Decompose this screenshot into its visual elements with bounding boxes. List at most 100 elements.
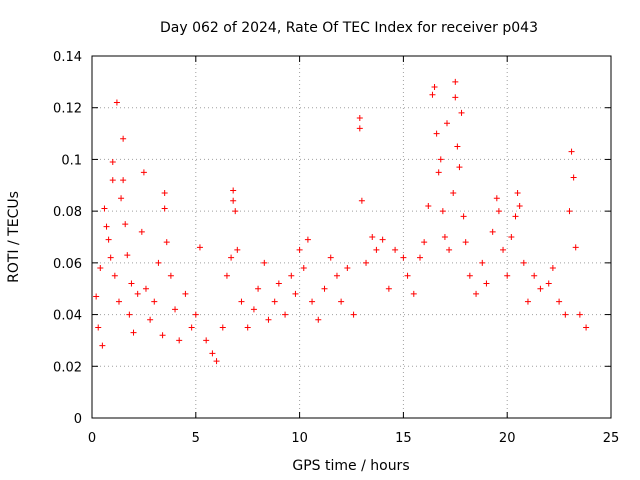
- data-point: [155, 259, 162, 266]
- data-point: [97, 265, 104, 272]
- axis-ticks: 0 5 10 15 20 25 0 0.02 0.04 0.06 0.08 0.1 0.12 0.14: [53, 50, 619, 446]
- data-point: [433, 130, 440, 137]
- data-point: [458, 109, 465, 116]
- data-point: [373, 246, 380, 253]
- data-point: [437, 156, 444, 163]
- data-point: [209, 350, 216, 357]
- data-point: [147, 316, 154, 323]
- y-tick-label: 0.12: [53, 102, 82, 117]
- grid-lines: [92, 56, 611, 418]
- x-tick-label: 20: [499, 431, 516, 446]
- data-point: [443, 120, 450, 127]
- y-tick-label: 0.06: [53, 257, 82, 272]
- plot-frame: [91, 55, 612, 419]
- data-point: [454, 143, 461, 150]
- data-point: [450, 190, 457, 197]
- data-point: [230, 197, 237, 204]
- data-point: [142, 285, 149, 292]
- data-point: [489, 228, 496, 235]
- data-point: [304, 236, 311, 243]
- data-point: [356, 125, 363, 132]
- data-point: [479, 259, 486, 266]
- y-tick-label: 0.08: [53, 205, 82, 220]
- data-point: [379, 236, 386, 243]
- data-point: [452, 94, 459, 101]
- y-tick-label: 0.14: [53, 50, 82, 65]
- data-point: [223, 272, 230, 279]
- data-point: [159, 332, 166, 339]
- data-point: [134, 290, 141, 297]
- data-point: [219, 324, 226, 331]
- data-point: [182, 290, 189, 297]
- data-point: [230, 187, 237, 194]
- data-point: [288, 272, 295, 279]
- data-point: [255, 285, 262, 292]
- data-point: [508, 234, 515, 240]
- data-point: [203, 337, 210, 344]
- data-point: [504, 272, 511, 279]
- data-point: [321, 285, 328, 292]
- data-point: [429, 91, 436, 98]
- data-point: [425, 202, 432, 209]
- data-point: [435, 169, 442, 176]
- data-point: [493, 195, 500, 202]
- data-point: [275, 280, 282, 287]
- data-point: [500, 246, 507, 253]
- data-point: [520, 259, 527, 266]
- data-point: [452, 78, 459, 85]
- data-point: [483, 280, 490, 287]
- data-point: [460, 213, 467, 220]
- data-point: [99, 342, 106, 349]
- data-point: [549, 265, 556, 272]
- data-point: [95, 324, 102, 331]
- data-point: [421, 239, 428, 246]
- data-point: [130, 329, 137, 336]
- x-tick-label: 0: [88, 431, 96, 446]
- data-point: [172, 306, 179, 313]
- data-point: [261, 259, 268, 266]
- data-point: [192, 311, 199, 318]
- data-point: [244, 324, 251, 331]
- data-point: [93, 293, 100, 300]
- data-point: [392, 246, 399, 253]
- data-point: [512, 213, 519, 220]
- data-point: [163, 239, 170, 246]
- data-point: [462, 239, 469, 246]
- data-point: [151, 298, 158, 305]
- data-point: [358, 197, 365, 204]
- data-point: [188, 324, 195, 331]
- data-point: [161, 205, 168, 212]
- data-point: [103, 223, 110, 230]
- data-point: [327, 254, 334, 261]
- data-point: [128, 280, 135, 287]
- data-point: [107, 254, 114, 261]
- data-point: [167, 272, 174, 279]
- data-point: [120, 135, 127, 142]
- data-point: [385, 285, 392, 292]
- x-tick-label: 10: [291, 431, 308, 446]
- data-point: [113, 99, 120, 106]
- data-point: [439, 208, 446, 215]
- data-point: [292, 290, 299, 297]
- data-point: [271, 298, 278, 305]
- data-point: [572, 244, 579, 251]
- data-point: [516, 202, 523, 209]
- data-point: [556, 298, 563, 305]
- data-point: [228, 254, 235, 261]
- data-point: [118, 195, 125, 202]
- data-point: [431, 84, 438, 91]
- data-point: [363, 259, 370, 266]
- data-point: [344, 265, 351, 272]
- data-point: [583, 324, 590, 331]
- data-point: [250, 306, 257, 313]
- data-point: [570, 174, 577, 181]
- x-tick-label: 5: [192, 431, 200, 446]
- data-point: [562, 311, 569, 318]
- data-point: [234, 246, 241, 253]
- y-tick-label: 0.1: [61, 153, 82, 168]
- y-tick-label: 0.04: [53, 309, 82, 324]
- data-point: [140, 169, 147, 176]
- data-point: [109, 177, 116, 184]
- data-point: [410, 290, 417, 297]
